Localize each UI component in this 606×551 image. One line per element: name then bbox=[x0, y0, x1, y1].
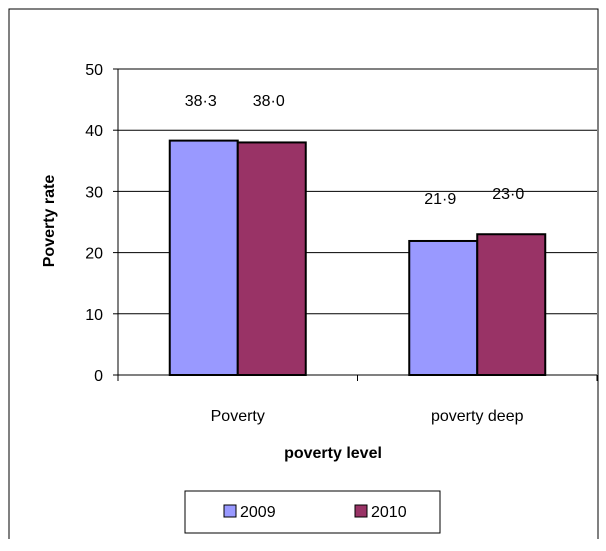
y-tick-label: 0 bbox=[94, 368, 103, 385]
category-label: Poverty bbox=[211, 408, 265, 425]
bar-2009-0 bbox=[168, 139, 239, 376]
category-labels: Poverty poverty deep bbox=[211, 408, 524, 425]
data-label: 38·0 bbox=[253, 93, 285, 110]
legend-label-2009: 2009 bbox=[240, 504, 276, 521]
data-label: 21·9 bbox=[424, 191, 456, 208]
x-axis-title: poverty level bbox=[284, 445, 382, 462]
legend: 2009 2010 bbox=[184, 490, 441, 534]
chart-border bbox=[8, 8, 599, 539]
data-label: 38·3 bbox=[185, 93, 217, 110]
y-tick-label: 20 bbox=[85, 246, 103, 263]
axes bbox=[113, 68, 598, 381]
data-label: 23·0 bbox=[492, 186, 524, 203]
y-tick-label: 30 bbox=[85, 184, 103, 201]
legend-label-2010: 2010 bbox=[371, 504, 407, 521]
y-axis-title: Poverty rate bbox=[41, 175, 58, 268]
y-tick-label: 40 bbox=[85, 123, 103, 140]
y-tick-labels: 0 10 20 30 40 50 bbox=[85, 62, 103, 385]
y-tick-label: 10 bbox=[85, 307, 103, 324]
legend-swatch-2010 bbox=[354, 504, 368, 518]
category-label: poverty deep bbox=[431, 408, 524, 425]
bars bbox=[168, 139, 547, 376]
bar-2009-1 bbox=[408, 239, 479, 376]
legend-swatch-2009 bbox=[223, 504, 237, 518]
y-tick-label: 50 bbox=[85, 62, 103, 79]
data-labels: 38·3 38·0 21·9 23·0 bbox=[185, 93, 525, 208]
bar-2010-1 bbox=[476, 233, 547, 376]
bar-2010-0 bbox=[236, 141, 307, 376]
